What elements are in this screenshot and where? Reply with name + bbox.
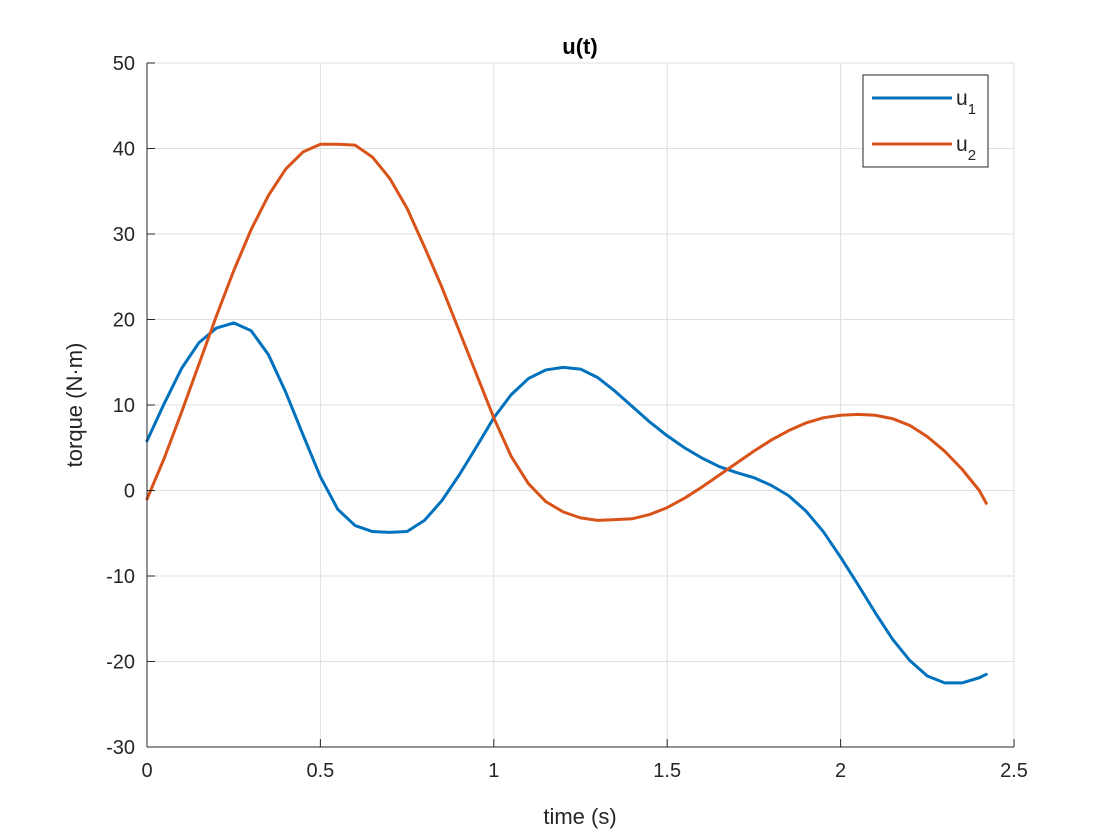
x-tick-label: 1.5 [653,760,681,782]
y-tick-label: 30 [113,224,135,246]
legend-box [862,74,989,168]
y-tick-label: 20 [113,310,135,332]
y-axis-label: torque (N·m) [62,343,87,468]
series-layer [145,142,988,685]
y-tick-label: 0 [124,481,135,503]
y-tick-label: 50 [113,53,135,75]
x-tick-label: 1 [488,760,499,782]
x-tick-label: 2.5 [1000,760,1028,782]
y-tick-label: 40 [113,139,135,161]
legend-label-u1: u1 [956,87,976,118]
x-axis-label: time (s) [543,804,616,829]
y-tick-label: -20 [106,652,135,674]
legend-label-u2: u2 [956,133,976,164]
series-line-u2 [145,142,988,522]
ticks-layer: 0 0.5 1 1.5 2 2.5 -30 -20 -10 0 10 20 30 40 50 [106,53,1028,782]
series-line-u1 [145,321,988,685]
y-tick-label: 10 [113,395,135,417]
x-tick-label: 2 [835,760,846,782]
y-tick-label: -30 [106,737,135,759]
chart-title: u(t) [562,34,597,59]
x-tick-label: 0.5 [306,760,334,782]
x-tick-label: 0 [141,760,152,782]
y-tick-label: -10 [106,566,135,588]
